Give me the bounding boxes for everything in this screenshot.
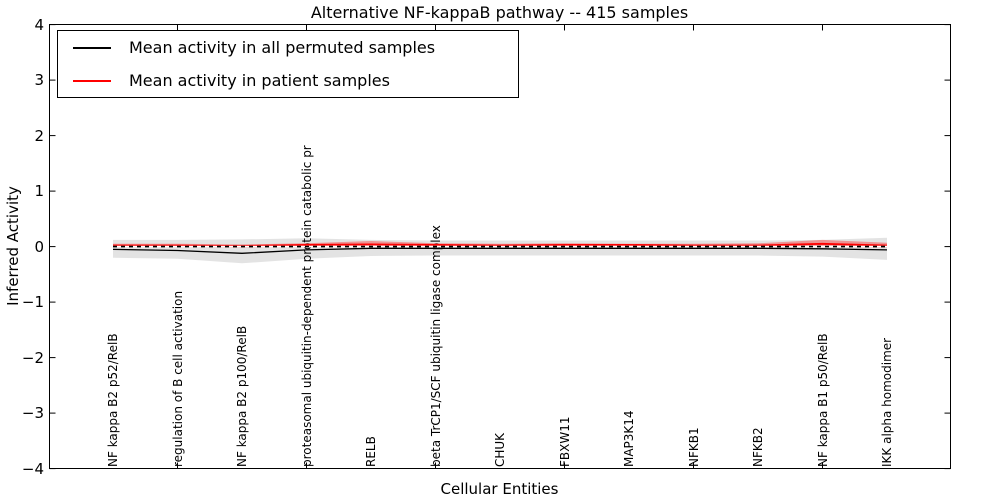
x-category-label: FBXW11 [557,416,572,468]
y-tick-label: 1 [34,182,44,201]
x-category-label: NF kappa B1 p50/RelB [815,333,830,467]
x-axis-label: Cellular Entities [440,480,559,498]
x-category-label: proteasomal ubiquitin-dependent protein … [299,145,314,467]
x-category-label: NFKB1 [686,427,701,467]
y-tick-label: 2 [34,126,44,145]
x-category-label: regulation of B cell activation [170,290,185,467]
y-tick-label: −2 [21,348,44,367]
x-category-label: IKK alpha homodimer [880,337,894,467]
legend-item-patient: Mean activity in patient samples [58,64,518,97]
x-category-label: MAP3K14 [622,410,636,467]
y-tick-label: −4 [21,459,44,478]
legend-item-permuted: Mean activity in all permuted samples [58,31,518,64]
y-tick-label: −3 [21,404,44,423]
legend-label: Mean activity in all permuted samples [129,38,436,57]
x-category-label: NF kappa B2 p100/RelB [235,325,249,467]
y-tick-label: −1 [21,293,44,312]
x-category-label: NF kappa B2 p52/RelB [106,333,120,467]
legend-label: Mean activity in patient samples [129,71,390,90]
y-tick-label: 0 [34,237,44,256]
legend: Mean activity in all permuted samples Me… [57,30,519,98]
y-axis-label: Inferred Activity [4,186,22,306]
y-tick-label: 3 [34,71,44,90]
x-category-label: CHUK [493,432,507,467]
patient-line-swatch [73,79,111,82]
x-category-label: NFKB2 [751,427,765,467]
y-tick-label: 4 [34,15,44,34]
chart-title: Alternative NF-kappaB pathway -- 415 sam… [310,3,689,22]
x-category-label: beta TrCP1/SCF ubiquitin ligase complex [428,225,443,467]
x-category-label: RELB [364,436,378,467]
permuted-line-swatch [73,46,111,49]
